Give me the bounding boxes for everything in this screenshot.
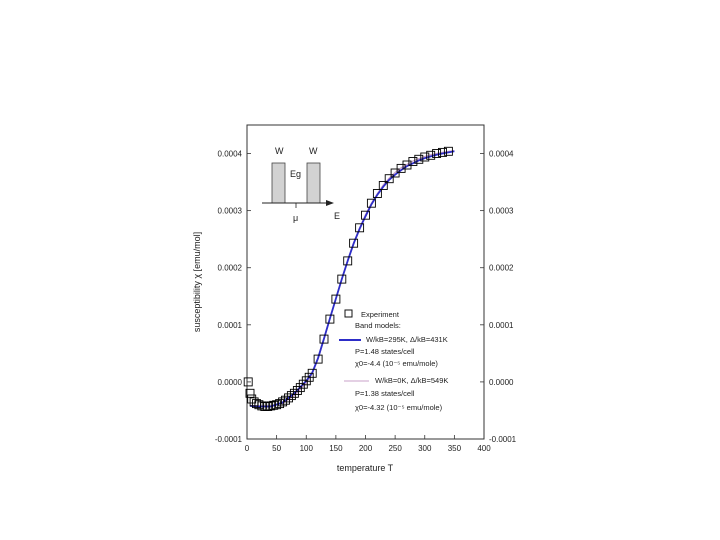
y-tick-label: 0.0001 [218, 321, 243, 330]
legend-experiment-label: Experiment [361, 310, 400, 319]
y-tick-label: 0.0004 [218, 150, 243, 159]
experiment-point [396, 163, 406, 173]
experiment-point [349, 238, 359, 248]
experiment-point [295, 383, 305, 393]
inset-label-mu: μ [293, 213, 298, 223]
experiment-point [378, 181, 388, 190]
experiment-point [275, 399, 285, 409]
experiment-point [298, 379, 308, 389]
experiment-point [292, 386, 302, 395]
experiment-markers [243, 146, 453, 411]
experiment-point [319, 334, 329, 344]
x-tick-label: 50 [272, 444, 281, 453]
experiment-point [313, 354, 323, 364]
experiment-point [390, 168, 400, 178]
right-y-tick-label: 0.0002 [489, 264, 514, 273]
experiment-point [269, 400, 279, 410]
experiment-point [438, 147, 447, 157]
legend: Experiment Band models: W/kB=295K, Δ/kB=… [339, 309, 448, 412]
experiment-point [343, 256, 353, 266]
model-curves [249, 150, 455, 408]
experiment-point [257, 401, 267, 411]
experiment-point [263, 402, 273, 411]
inset-band-left [271, 162, 286, 204]
experiment-point [384, 174, 394, 184]
right-y-tick-label: 0.0000 [489, 378, 514, 387]
experiment-point [281, 395, 290, 405]
axis-ticks [246, 153, 485, 440]
inset-label-w-right: W [309, 146, 318, 156]
experiment-point [402, 160, 412, 170]
experiment-point [414, 154, 424, 164]
x-tick-label: 100 [300, 444, 314, 453]
x-tick-label: 400 [477, 444, 491, 453]
x-tick-label: 350 [448, 444, 462, 453]
right-y-tick-label: 0.0001 [489, 321, 514, 330]
experiment-point [366, 198, 376, 208]
y-tick-label: 0.0000 [218, 378, 243, 387]
x-tick-label: 200 [359, 444, 373, 453]
x-tick-labels: 0 50 100 150 200 250 300 350 400 [245, 444, 491, 453]
experiment-point [249, 397, 259, 407]
experiment-point [432, 149, 442, 158]
experiment-point [243, 377, 253, 387]
experiment-point [361, 210, 370, 220]
experiment-point [355, 223, 365, 233]
band-inset: W W Eg μ E [262, 146, 340, 223]
legend-model1-chi: χ0=-4.4 (10⁻⁵ emu/mole) [355, 359, 438, 368]
right-y-tick-label: 0.0004 [489, 150, 514, 159]
legend-model2-label: W/kB=0K, Δ/kB=549K [375, 376, 448, 385]
experiment-point [266, 401, 276, 411]
experiment-point [372, 189, 382, 198]
x-tick-label: 250 [388, 444, 402, 453]
inset-label-e: E [334, 211, 340, 221]
inset-label-w-left: W [275, 146, 284, 156]
right-y-tick-labels: -0.0001 0.0000 0.0001 0.0002 0.0003 0.0004 [489, 150, 517, 444]
experiment-point [301, 376, 311, 386]
y-tick-label: -0.0001 [215, 435, 243, 444]
experiment-point [443, 146, 453, 156]
x-axis-title: temperature T [337, 463, 394, 473]
experiment-point [272, 400, 282, 410]
experiment-point [289, 388, 299, 398]
experiment-point [426, 150, 436, 160]
experiment-point [307, 368, 317, 378]
x-tick-label: 300 [418, 444, 432, 453]
legend-model1-p: P=1.48 states/cell [355, 347, 415, 356]
right-y-tick-label: -0.0001 [489, 435, 517, 444]
experiment-point [420, 152, 430, 162]
inset-arrow-head [326, 200, 334, 206]
experiment-point [254, 400, 264, 410]
x-tick-label: 0 [245, 444, 250, 453]
x-tick-label: 150 [329, 444, 343, 453]
right-y-tick-label: 0.0003 [489, 207, 514, 216]
y-axis-title: susceptibility χ [emu/mol] [192, 232, 202, 332]
legend-model2-chi: χ0=-4.32 (10⁻⁵ emu/mole) [355, 403, 443, 412]
inset-label-eg: Eg [290, 169, 301, 179]
y-tick-labels: -0.0001 0.0000 0.0001 0.0002 0.0003 0.0004 [215, 150, 243, 444]
experiment-point [284, 393, 293, 403]
legend-band-models-label: Band models: [355, 321, 401, 330]
model-curve-295k [249, 150, 455, 408]
experiment-point [337, 274, 347, 284]
experiment-point [245, 388, 255, 398]
inset-band-right [306, 162, 321, 204]
experiment-point [408, 157, 418, 166]
y-tick-label: 0.0002 [218, 264, 243, 273]
experiment-point [325, 314, 335, 324]
legend-model1-label: W/kB=295K, Δ/kB=431K [366, 335, 448, 344]
experiment-point [247, 394, 257, 404]
y-tick-label: 0.0003 [218, 207, 243, 216]
experiment-point [331, 294, 341, 304]
legend-model2-p: P=1.38 states/cell [355, 389, 415, 398]
experiment-point [286, 391, 296, 401]
legend-experiment-symbol [344, 309, 353, 318]
